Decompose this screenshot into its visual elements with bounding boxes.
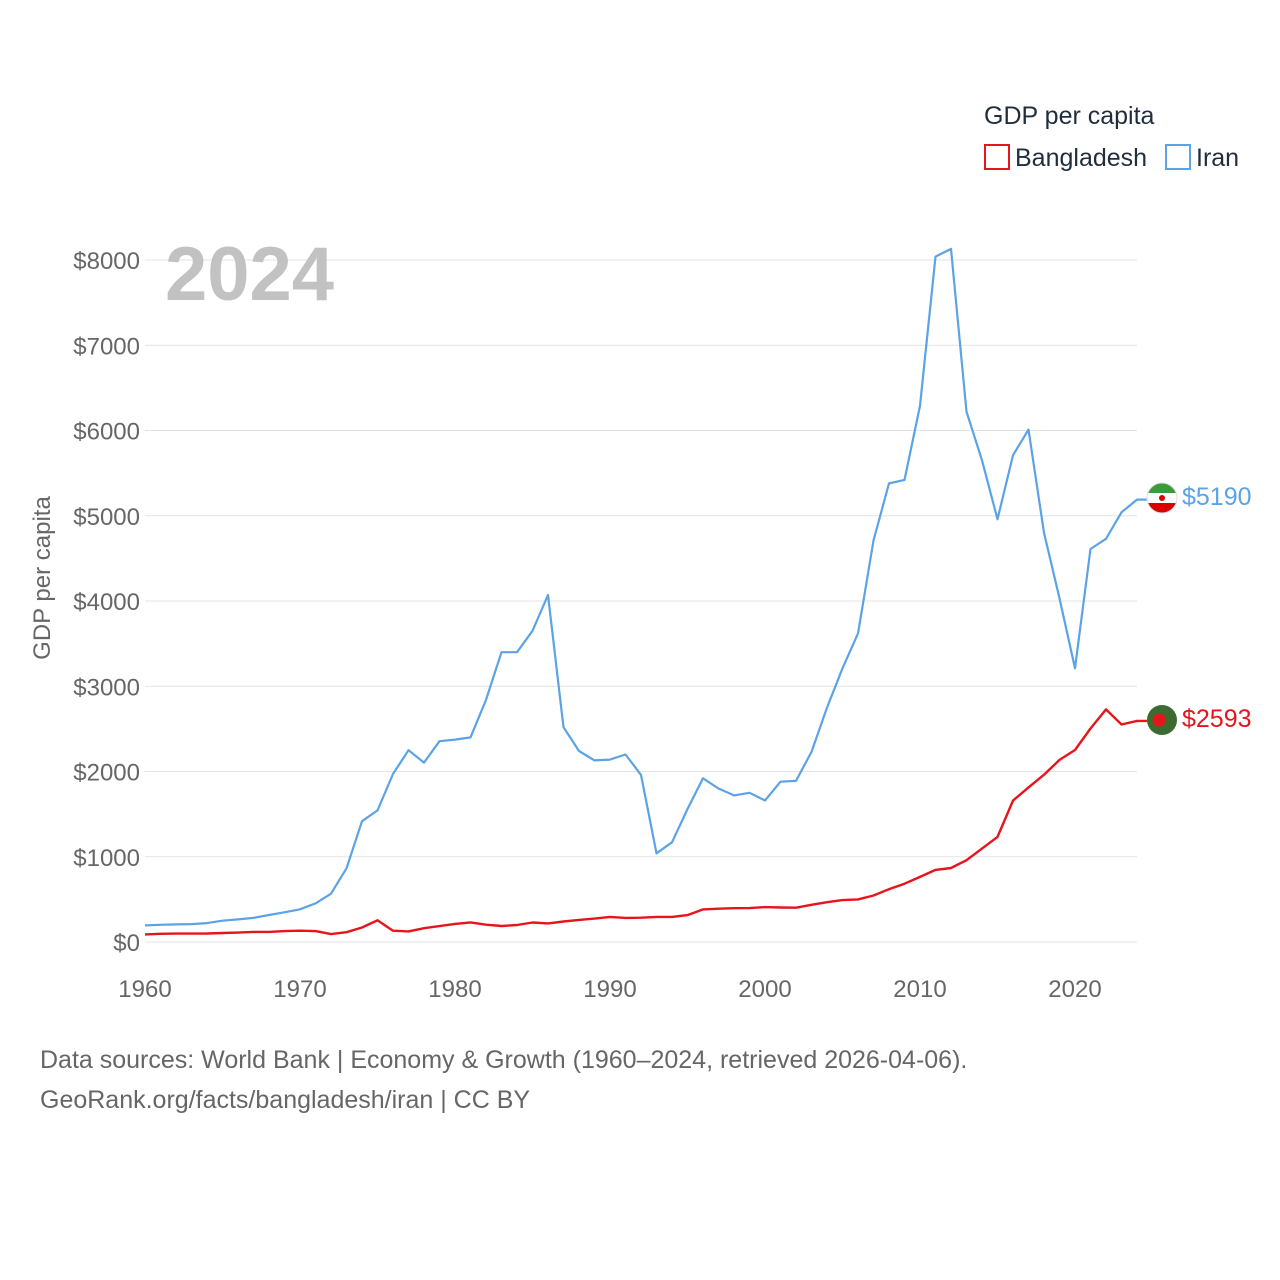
legend-swatch-iran <box>1165 144 1191 170</box>
series-lines <box>144 247 1147 936</box>
bangladesh-flag-icon <box>1147 705 1177 735</box>
x-tick-label: 1980 <box>428 976 481 1003</box>
bangladesh-end-value: $2593 <box>1182 705 1252 733</box>
y-tick-label: $1000 <box>73 845 140 872</box>
iran-flag-icon <box>1146 482 1178 514</box>
x-tick-label: 2010 <box>893 976 946 1003</box>
footer-link[interactable]: GeoRank.org/facts/bangladesh/iran | CC B… <box>40 1086 531 1114</box>
legend-label-bangladesh: Bangladesh <box>1015 144 1147 172</box>
y-tick-label: $6000 <box>73 419 140 446</box>
legend-item-iran[interactable]: Iran <box>1165 144 1239 172</box>
series-line-iran <box>144 247 1147 927</box>
y-tick-label: $3000 <box>73 674 140 701</box>
grid-lines <box>145 259 1137 943</box>
x-tick-label: 2020 <box>1048 976 1101 1003</box>
y-tick-label: $7000 <box>73 333 140 360</box>
legend-item-bangladesh[interactable]: Bangladesh <box>984 144 1147 172</box>
y-tick-label: $4000 <box>73 589 140 616</box>
x-tick-label: 2000 <box>738 976 791 1003</box>
y-tick-label: $2000 <box>73 760 140 787</box>
y-axis-ticks: $0 $1000 $2000 $3000 $4000 $5000 $6000 $7000 $80… <box>73 248 140 957</box>
y-axis-label: GDP per capita <box>29 496 56 660</box>
y-tick-label: $8000 <box>73 248 140 275</box>
footer-source: Data sources: World Bank | Economy & Gro… <box>40 1046 968 1074</box>
legend-swatch-bangladesh <box>984 144 1010 170</box>
series-line-bangladesh <box>144 708 1147 936</box>
y-tick-label: $5000 <box>73 504 140 531</box>
x-tick-label: 1960 <box>118 976 171 1003</box>
y-tick-label: $0 <box>113 930 140 957</box>
iran-end-value: $5190 <box>1182 483 1252 511</box>
year-label: 2024 <box>165 232 334 317</box>
x-tick-label: 1990 <box>583 976 636 1003</box>
legend-title: GDP per capita <box>984 102 1155 130</box>
legend-label-iran: Iran <box>1196 144 1239 172</box>
x-axis-ticks: 1960 1970 1980 1990 2000 2010 2020 <box>118 976 1101 1003</box>
x-tick-label: 1970 <box>273 976 326 1003</box>
